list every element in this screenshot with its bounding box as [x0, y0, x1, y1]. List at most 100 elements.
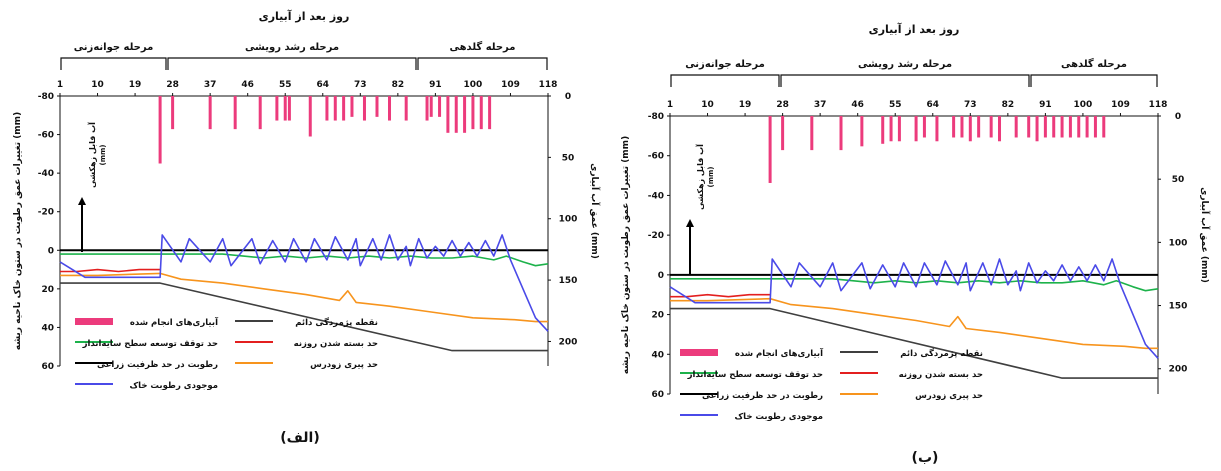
- x-tick-label: 100: [464, 80, 483, 90]
- x-tick-label: 28: [166, 80, 179, 90]
- y-left-tick-label: -60: [648, 152, 664, 162]
- y-left-tick-label: -40: [648, 191, 664, 201]
- x-tick-label: 82: [1002, 100, 1015, 110]
- y-left-tick-label: -40: [38, 169, 54, 179]
- irrigation-bar: [233, 96, 237, 130]
- irrigation-bar: [1093, 116, 1097, 138]
- x-tick-label: 1: [57, 80, 63, 90]
- irrigation-bar: [454, 96, 458, 133]
- drainage-arrow-head: [78, 197, 86, 205]
- legend-label: حد توقف توسعه سطح سایه‌انداز: [687, 370, 823, 380]
- y-left-tick-label: -60: [38, 131, 54, 141]
- x-tick-label: 55: [889, 100, 902, 110]
- irrigation-bar: [839, 116, 843, 151]
- irrigation-bar: [388, 96, 392, 121]
- drainage-arrow-label: آب قابل زهکشی: [695, 144, 705, 210]
- irrigation-bar: [208, 96, 212, 130]
- soil-water-line: [59, 234, 549, 332]
- legend-swatch-irrigation: [75, 318, 113, 325]
- irrigation-bar: [935, 116, 939, 142]
- legend-label: نقطه پژمردگی دائم: [295, 317, 378, 328]
- y-left-tick-label: 20: [651, 311, 664, 321]
- top-axis-title: روز بعد از آبیاری: [259, 9, 350, 23]
- stage-label: مرحله گلدهی: [450, 40, 516, 53]
- x-tick-label: 46: [851, 100, 864, 110]
- x-tick-label: 91: [1039, 100, 1052, 110]
- irrigation-bar: [881, 116, 885, 144]
- drainage-arrow-head: [686, 219, 694, 227]
- x-tick-label: 28: [776, 100, 789, 110]
- legend-label: موجودی رطوبت خاک: [734, 412, 823, 422]
- irrigation-bar: [952, 116, 956, 138]
- legend-label: حد توقف توسعه سطح سایه‌انداز: [82, 339, 218, 349]
- irrigation-bar: [781, 116, 785, 151]
- stage-label: مرحله رشد رویشی: [858, 59, 952, 70]
- irrigation-bar: [258, 96, 262, 130]
- x-tick-label: 10: [701, 100, 714, 110]
- panel-b: روز بعد از آبیاری مرحله جوانه‌زنی مرحله رش…: [13, 9, 601, 446]
- wilting-point-line: [670, 307, 1158, 379]
- y-right-axis-label: عمق آب آبیاری (mm): [1199, 187, 1211, 283]
- x-tick-label: 46: [241, 80, 254, 90]
- irrigation-bar: [889, 116, 893, 142]
- senescence-limit-line: [670, 297, 1158, 350]
- soil-water-line: [669, 258, 1159, 359]
- irrigation-bar: [977, 116, 981, 138]
- irrigation-bar: [810, 116, 814, 151]
- irrigation-bar: [362, 96, 366, 121]
- irrigation-bar: [1068, 116, 1072, 138]
- x-tick-label: 19: [739, 100, 752, 110]
- irrigation-bar: [1060, 116, 1064, 138]
- canopy-limit-line: [670, 277, 1159, 292]
- legend-label: آبیاری‌های انجام شده: [735, 347, 824, 359]
- panel-label: (ب): [912, 450, 939, 466]
- stage-bracket: [1030, 74, 1158, 87]
- y-left-tick-label: 60: [41, 362, 54, 372]
- y-left-tick-label: -20: [38, 208, 54, 218]
- irrigation-bar: [425, 96, 429, 121]
- stage-label: مرحله جوانه‌زنی: [74, 42, 154, 53]
- y-right-axis-label: عمق آب آبیاری (mm): [589, 163, 601, 259]
- x-tick-label: 55: [279, 80, 292, 90]
- stage-bracket: [780, 74, 1030, 87]
- x-tick-label: 64: [927, 100, 940, 110]
- irrigation-bar: [429, 96, 433, 117]
- irrigation-bar: [1014, 116, 1018, 138]
- stage-label: مرحله رشد رویشی: [245, 42, 339, 53]
- irrigation-bar: [287, 96, 291, 121]
- x-tick-label: 73: [964, 100, 977, 110]
- legend-label: حد بسته شدن روزنه: [294, 339, 378, 349]
- irrigation-bar: [1085, 116, 1089, 138]
- irrigation-bar: [1052, 116, 1056, 138]
- legend-label: آبیاری‌های انجام شده: [130, 316, 219, 328]
- legend-label: نقطه پژمردگی دائم: [900, 348, 983, 359]
- irrigation-bar: [342, 96, 346, 121]
- y-right-tick-label: 50: [1172, 175, 1185, 185]
- x-tick-label: 91: [429, 80, 442, 90]
- legend-label: حد پیری زودرس: [915, 391, 983, 401]
- x-tick-label: 109: [501, 80, 520, 90]
- irrigation-bar: [922, 116, 926, 138]
- y-right-tick-label: 150: [1169, 302, 1188, 312]
- stage-bracket: [167, 57, 417, 70]
- canopy-limit-line: [60, 253, 549, 267]
- irrigation-bar: [488, 96, 492, 130]
- drainage-arrow-unit: (mm): [99, 145, 107, 166]
- irrigation-bar: [350, 96, 354, 117]
- irrigation-bar: [471, 96, 475, 130]
- x-tick-label: 10: [91, 80, 104, 90]
- irrigation-bar: [158, 96, 162, 164]
- irrigation-bar: [914, 116, 918, 142]
- x-tick-label: 118: [539, 80, 558, 90]
- stage-bracket: [417, 57, 548, 70]
- stage-bracket: [670, 74, 780, 87]
- stage-bracket: [60, 57, 167, 70]
- irrigation-bar: [275, 96, 279, 121]
- legend-label: حد پیری زودرس: [310, 360, 378, 370]
- x-tick-label: 82: [392, 80, 405, 90]
- x-tick-label: 1: [667, 100, 673, 110]
- y-right-tick-label: 100: [559, 215, 578, 225]
- senescence-limit-line: [60, 272, 548, 323]
- stomata-limit-line: [60, 268, 161, 273]
- y-left-tick-label: -80: [38, 92, 54, 102]
